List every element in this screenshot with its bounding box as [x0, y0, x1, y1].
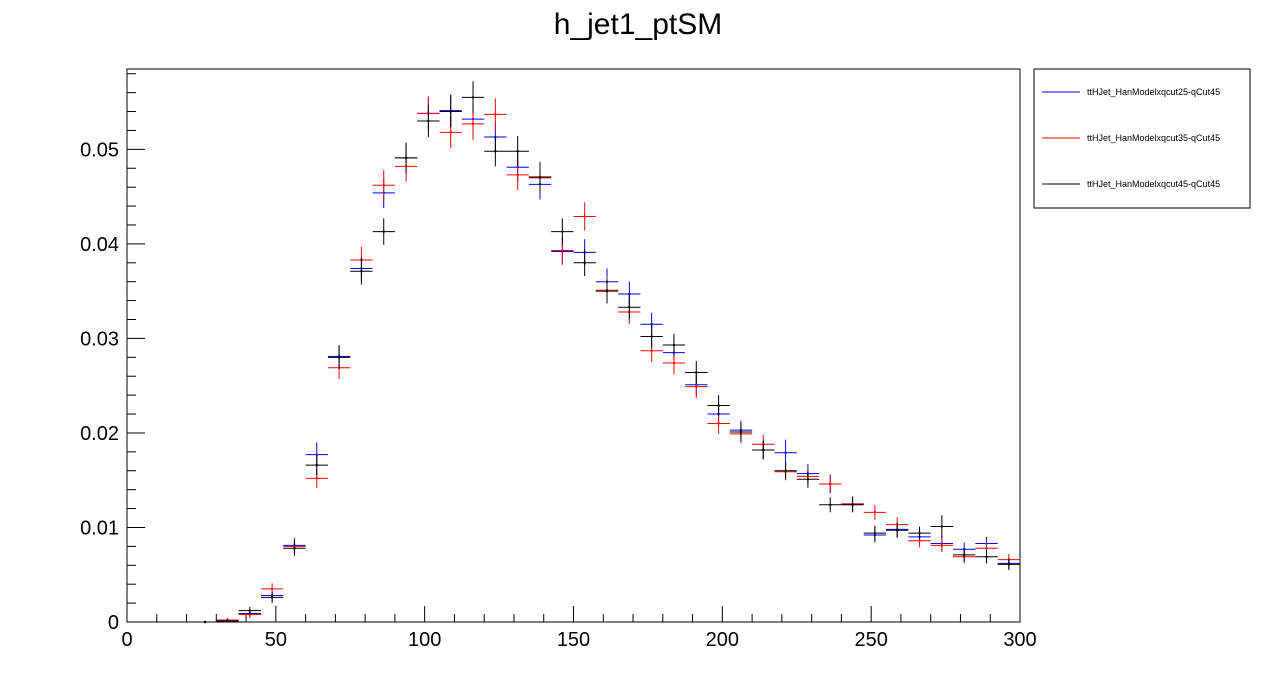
data-point-marker — [293, 547, 296, 550]
data-point-marker — [449, 110, 452, 113]
data-point-marker — [695, 371, 698, 374]
x-tick-label: 300 — [1003, 629, 1036, 651]
y-tick-label: 0.05 — [80, 139, 119, 161]
data-point-marker — [985, 555, 988, 558]
y-tick-label: 0.02 — [80, 423, 119, 445]
data-point-marker — [203, 620, 207, 624]
data-point-marker — [315, 463, 318, 467]
data-point-marker — [851, 503, 854, 506]
data-point-marker — [695, 385, 698, 388]
data-point-marker — [962, 553, 966, 557]
data-point-marker — [650, 349, 653, 352]
data-point-marker — [583, 261, 586, 264]
x-tick-label: 50 — [265, 629, 287, 651]
data-point-marker — [829, 503, 832, 506]
legend-label: ttHJet_HanModelxqcut35-qCut45 — [1087, 133, 1220, 143]
data-point-marker — [471, 96, 475, 99]
series-2 — [193, 96, 1020, 624]
data-point-marker — [784, 469, 787, 472]
data-point-marker — [561, 230, 564, 233]
data-point-marker — [717, 422, 720, 425]
data-point-marker — [762, 448, 765, 452]
data-point-marker — [270, 596, 274, 599]
data-point-marker — [873, 531, 877, 535]
data-point-marker — [516, 173, 519, 177]
data-point-marker — [739, 430, 743, 434]
series-3 — [193, 81, 1020, 624]
data-point-marker — [918, 531, 921, 535]
x-tick-label: 200 — [706, 629, 739, 651]
y-tick-label: 0 — [108, 612, 119, 634]
data-point-marker — [829, 482, 832, 486]
data-point-marker — [561, 249, 564, 252]
data-point-marker — [516, 150, 519, 153]
data-point-marker — [315, 477, 318, 480]
chart-title: h_jet1_ptSM — [554, 8, 722, 41]
data-point-marker — [494, 150, 497, 153]
axis-ticks: 0 50 100 150 200 250 300 0 0.01 0.02 0.03 0.04 0.05 — [80, 73, 1037, 651]
data-series — [193, 81, 1020, 624]
data-point-marker — [650, 323, 653, 326]
x-tick-label: 250 — [854, 629, 887, 651]
legend-label: ttHJet_HanModelxqcut25-qCut45 — [1087, 87, 1220, 97]
data-point-marker — [382, 184, 385, 187]
data-point-marker — [784, 451, 787, 454]
data-point-marker — [337, 356, 341, 359]
data-point-marker — [940, 525, 944, 528]
x-tick-label: 150 — [557, 629, 590, 651]
data-point-marker — [449, 131, 452, 134]
data-point-marker — [226, 619, 229, 623]
data-point-marker — [806, 478, 810, 481]
y-tick-label: 0.01 — [80, 517, 119, 539]
data-point-marker — [471, 122, 475, 126]
data-point-marker — [494, 113, 497, 116]
x-tick-label: 100 — [408, 629, 441, 651]
series-1 — [193, 94, 1020, 624]
data-point-marker — [382, 230, 385, 233]
data-point-marker — [605, 289, 609, 293]
x-tick-label: 0 — [121, 629, 132, 651]
legend-label: ttHJet_HanModelxqcut45-qCut45 — [1087, 179, 1220, 189]
data-point-marker — [248, 609, 251, 612]
y-tick-label: 0.04 — [80, 234, 119, 256]
data-point-marker — [985, 547, 988, 550]
plot-frame — [126, 68, 1021, 623]
y-tick-label: 0.03 — [80, 328, 119, 350]
data-point-marker — [583, 215, 586, 218]
data-point-marker — [940, 544, 944, 547]
data-point-marker — [650, 335, 653, 338]
data-point-marker — [360, 270, 363, 273]
data-point-marker — [270, 587, 274, 591]
data-point-marker — [672, 361, 676, 365]
data-point-marker — [717, 404, 720, 407]
data-point-marker — [315, 453, 318, 456]
data-point-marker — [873, 511, 877, 514]
data-point-marker — [672, 343, 676, 347]
legend: ttHJet_HanModelxqcut25-qCut45 ttHJet_HanM… — [1033, 68, 1251, 209]
data-point-marker — [628, 292, 631, 296]
data-point-marker — [628, 306, 631, 309]
data-point-marker — [896, 529, 899, 532]
data-point-marker — [1007, 563, 1011, 566]
data-point-marker — [538, 176, 542, 179]
data-point-marker — [427, 119, 430, 123]
data-point-marker — [918, 539, 921, 542]
data-point-marker — [404, 156, 408, 160]
